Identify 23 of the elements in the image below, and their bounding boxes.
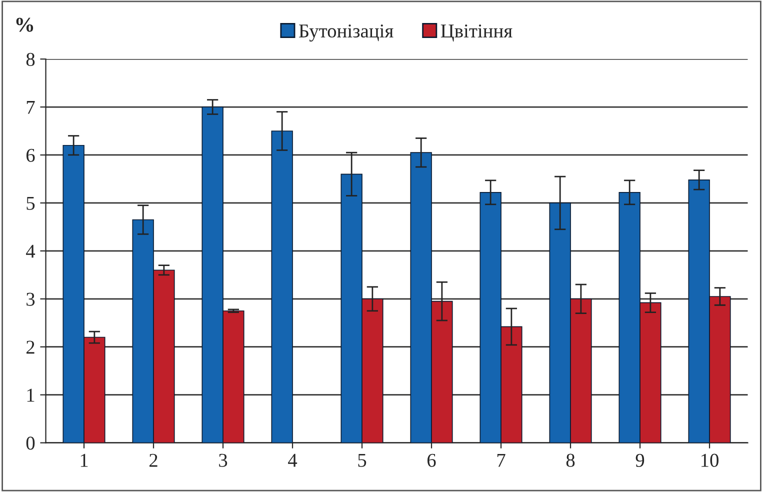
y-tick-label: 6 [26, 148, 35, 162]
x-tick-label: 1 [80, 454, 88, 467]
x-tick-label: 7 [497, 454, 506, 467]
y-tick-label: 4 [26, 244, 36, 258]
y-tick-label: 3 [26, 292, 35, 306]
y-tick-label: 5 [26, 196, 35, 210]
legend-label: Бутонізація [298, 24, 394, 42]
bar [271, 130, 293, 443]
x-tick-label: 8 [566, 454, 575, 467]
y-tick-label: 2 [26, 340, 34, 354]
x-tick-label: 3 [219, 454, 228, 467]
x-tick-label: 2 [150, 454, 158, 467]
x-tick-label: 10 [702, 454, 718, 467]
x-tick-label: 6 [427, 454, 436, 467]
y-tick-label: 0 [26, 436, 35, 450]
y-tick-label: 1 [27, 388, 34, 402]
x-tick-label: 9 [636, 454, 644, 467]
legend-label: Цвітіння [440, 24, 512, 42]
y-tick-label: 7 [26, 101, 35, 114]
y-axis-title: % [16, 18, 34, 32]
x-tick-label: 5 [358, 454, 366, 467]
y-tick-label: 8 [26, 52, 35, 66]
x-tick-label: 4 [288, 454, 298, 467]
